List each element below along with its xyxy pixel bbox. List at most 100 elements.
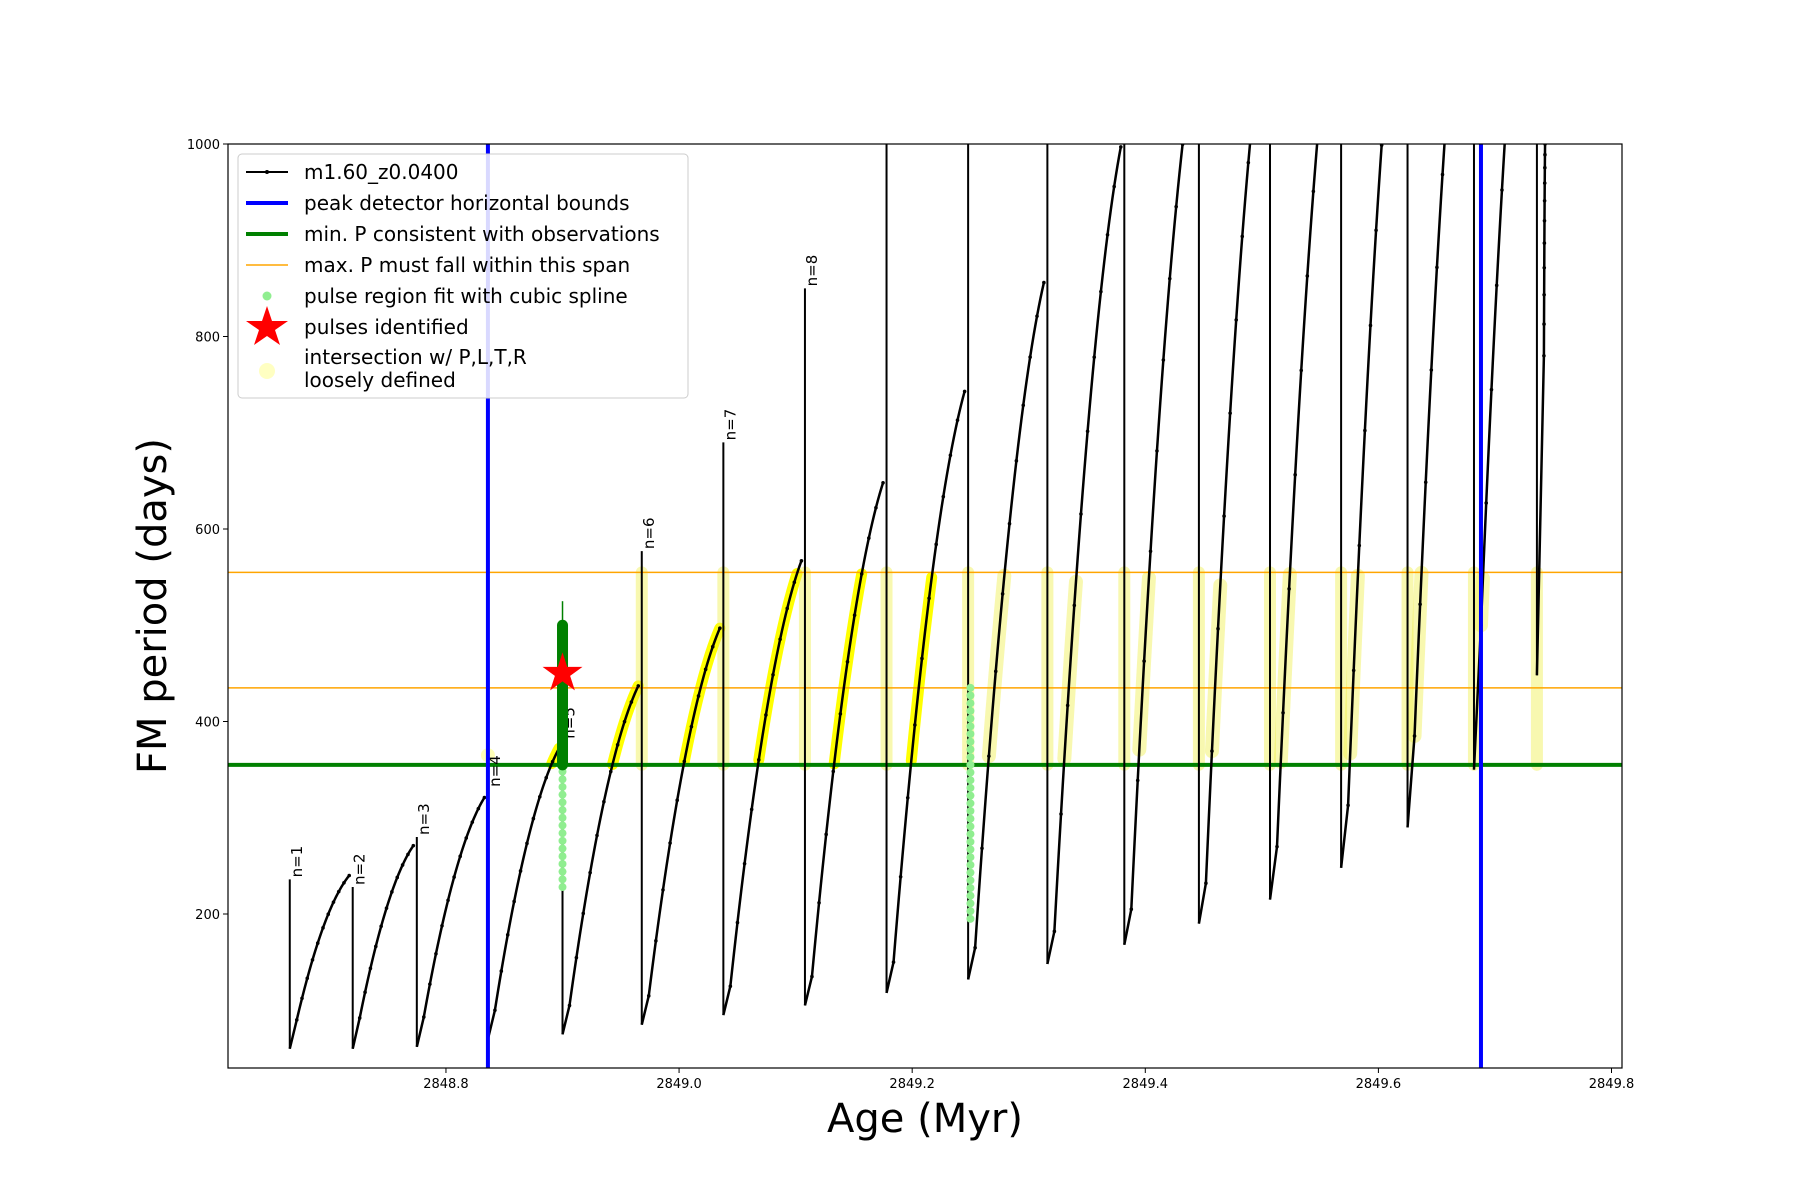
model-point [400, 863, 405, 867]
model-point [1259, 42, 1263, 46]
model-point [537, 794, 542, 799]
model-point [668, 841, 672, 845]
model-point [1542, 241, 1547, 245]
model-point [1489, 387, 1494, 392]
model-segment [640, 627, 722, 1025]
spline-point [966, 699, 975, 708]
model-point [588, 870, 592, 875]
model-point [993, 669, 998, 674]
pulse-identified-star-icon [542, 652, 583, 691]
model-point [525, 841, 529, 846]
model-point [1412, 734, 1417, 738]
legend-label-intersection-2: loosely defined [304, 368, 456, 392]
model-point [326, 912, 331, 916]
model-point [406, 852, 410, 857]
model-point [1324, 50, 1328, 54]
model-point [1305, 274, 1310, 278]
model-point [1065, 703, 1070, 708]
spline-point [966, 830, 975, 839]
model-point [756, 758, 761, 762]
model-point [1311, 189, 1316, 194]
model-point [898, 874, 903, 879]
model-point [838, 712, 843, 716]
model-point [595, 833, 599, 838]
spline-point [966, 722, 975, 731]
model-point [1265, 0, 1269, 1]
pulse-order-label: n=4 [486, 755, 504, 787]
model-point [1542, 292, 1546, 297]
model-point [1052, 929, 1057, 934]
model-point [1035, 314, 1039, 318]
spline-point [966, 807, 975, 816]
model-point [336, 889, 341, 894]
model-point [710, 644, 715, 649]
model-point [646, 994, 651, 998]
model-segment [1535, 144, 1547, 676]
model-point [305, 976, 310, 981]
model-point [1385, 68, 1389, 72]
model-point [1222, 514, 1226, 518]
model-segment [486, 747, 561, 1040]
spline-point [966, 714, 975, 723]
model-point [867, 536, 871, 540]
model-point [973, 945, 977, 950]
spline-point [966, 814, 975, 823]
model-point [636, 684, 641, 688]
model-point [493, 1008, 497, 1013]
model-point [689, 724, 694, 729]
y-tick-label: 800 [195, 331, 220, 346]
model-point [1363, 428, 1367, 433]
pulse-order-label: n=7 [721, 409, 739, 441]
model-segment [1268, 144, 1319, 900]
model-segment [1123, 144, 1184, 946]
y-tick-label: 200 [195, 908, 220, 923]
model-point [980, 846, 984, 851]
model-point [1142, 659, 1146, 663]
model-point [411, 843, 416, 848]
spline-point [558, 867, 567, 876]
intersection-band [678, 622, 726, 767]
model-point [1194, 46, 1198, 50]
model-point [390, 890, 394, 894]
model-point [342, 880, 346, 885]
model-point [1318, 115, 1322, 119]
model-point [1028, 355, 1032, 359]
model-point [1059, 812, 1063, 816]
model-point [852, 613, 857, 617]
spline-point [966, 907, 975, 916]
model-point [728, 984, 733, 988]
y-tick-label: 400 [195, 716, 220, 731]
model-point [1119, 145, 1123, 149]
spline-point [966, 853, 975, 862]
model-point [1246, 160, 1251, 165]
model-segment [415, 796, 486, 1048]
model-point [395, 875, 400, 880]
model-point [675, 798, 680, 803]
plot-area: n=1 n=2n=3n=4n=5n=6n=7n=8 [228, 0, 1622, 1068]
model-point [518, 869, 523, 873]
spline-point [966, 860, 975, 869]
spline-point [558, 875, 567, 884]
model-point [962, 389, 967, 394]
model-point [1542, 353, 1546, 358]
model-point [544, 775, 548, 780]
model-point [363, 990, 367, 994]
model-point [735, 920, 740, 925]
model-point [1505, 102, 1509, 106]
spline-point [558, 883, 567, 892]
model-point [1085, 429, 1090, 434]
intersection-highlights [480, 565, 1543, 771]
model-point [1391, 3, 1395, 7]
model-point [1440, 172, 1445, 177]
model-point [1240, 234, 1245, 239]
model-point [948, 453, 953, 458]
spline-point [966, 876, 975, 885]
spline-point [558, 775, 567, 784]
model-point [476, 806, 481, 811]
model-point [384, 906, 389, 910]
model-point [1174, 204, 1178, 209]
model-point [1187, 89, 1191, 93]
model-point [987, 754, 991, 758]
model-point [824, 832, 828, 837]
spline-point [966, 884, 975, 893]
